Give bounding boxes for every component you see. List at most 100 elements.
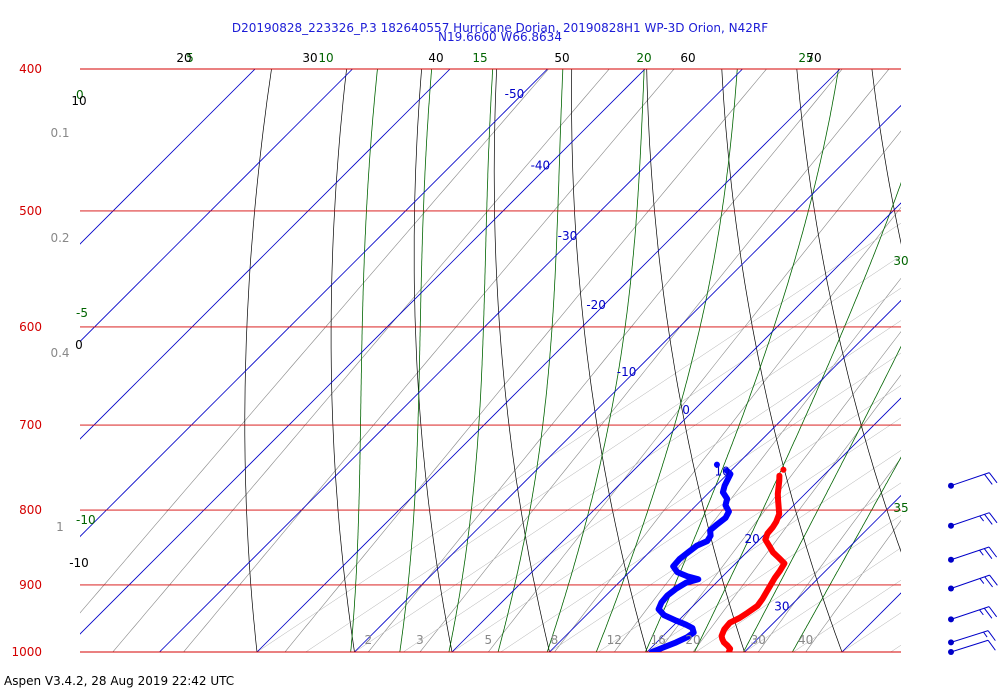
isotherm-label: -40 (531, 159, 551, 173)
isotherm (80, 69, 256, 245)
wind-barb-flag (988, 546, 998, 558)
isotherm (80, 69, 451, 440)
wind-barb-staff (950, 546, 990, 561)
isobar-label: 900 (19, 578, 42, 592)
grid-line (598, 450, 901, 652)
isobar-label: 700 (19, 418, 42, 432)
isobar-label: 1000 (11, 645, 42, 659)
profiles (648, 461, 788, 652)
grid-line (354, 287, 901, 652)
moist-adiabat (399, 69, 433, 652)
grid-line (940, 69, 1000, 652)
dry-adiabat (413, 69, 453, 652)
grid-line (695, 515, 901, 652)
grid-line (890, 644, 901, 652)
isotherm-label: -20 (586, 298, 606, 312)
chart-labels: 4005006007008009001000-50-40-30-20-10010… (11, 51, 908, 659)
grid-line (646, 482, 901, 652)
mixing-ratio-line (657, 331, 901, 652)
chart-title: D20190828_223326_P.3 182640557 Hurricane… (231, 21, 769, 35)
mixing-ratio-label: 0.4 (50, 346, 69, 360)
mixing-ratio-label: 8 (551, 633, 559, 647)
mixing-ratio-label: 30 (751, 633, 766, 647)
wind-barb-flag (988, 512, 998, 524)
isobars (80, 68, 901, 653)
wind-barb-station (948, 585, 954, 592)
wind-barb-station (948, 639, 954, 646)
wind-barb-flag (987, 630, 996, 641)
mixing-ratio-line (805, 519, 901, 652)
isobar-label: 600 (19, 320, 42, 334)
mixing-ratio-label: 5 (484, 633, 492, 647)
grid-line (403, 320, 901, 652)
footer-version: Aspen V3.4.2, 28 Aug 2019 22:42 UTC (4, 674, 235, 688)
isotherm (256, 69, 841, 652)
mixing-ratio-line (112, 69, 610, 652)
wind-barb-staff (950, 630, 989, 643)
dry-adiabat-label: 40 (428, 51, 443, 65)
dry-adiabat (330, 69, 355, 652)
wind-barb-flag (989, 574, 998, 586)
isobar-label: 800 (19, 503, 42, 517)
wind-barbs (948, 472, 998, 655)
wind-barb-staff (950, 639, 989, 653)
moist-adiabat-label: -10 (76, 513, 96, 527)
isotherm-label: -50 (505, 87, 525, 101)
wind-barb-flag (984, 473, 993, 485)
moist-adiabat-label: 15 (472, 51, 487, 65)
isotherm (548, 299, 901, 652)
grid-line (451, 352, 901, 652)
mixing-ratio-lines (80, 69, 1000, 652)
grid-line (988, 69, 1000, 652)
dry-adiabat (796, 69, 901, 553)
dry-adiabat-label: 60 (680, 51, 695, 65)
isotherm-label: 20 (745, 532, 760, 546)
wind-barb-station (948, 482, 954, 489)
mixing-ratio-label: 40 (798, 633, 813, 647)
grid-line (841, 612, 901, 652)
wind-barb-station (948, 556, 954, 563)
mixing-ratio-label: 0.1 (50, 126, 69, 140)
moist-adiabat (694, 181, 901, 652)
moist-adiabat (791, 456, 901, 652)
dry-adiabat (493, 69, 550, 652)
isotherm (646, 397, 901, 652)
dewpoint-point (713, 461, 720, 468)
mixing-ratio-label: 0.2 (50, 231, 69, 245)
mixing-ratio-label: 3 (416, 633, 424, 647)
dry-adiabat-label: 70 (806, 51, 821, 65)
mixing-ratio-line (487, 130, 901, 652)
temperature-profile (718, 472, 788, 652)
dry-adiabat-label: 10 (71, 94, 86, 108)
wind-barb-staff (950, 574, 990, 589)
wind-barb-half-flag (979, 609, 984, 616)
mixing-ratio-label: 12 (607, 633, 622, 647)
wind-barb-station (948, 616, 954, 623)
dry-adiabat-label: 30 (302, 51, 317, 65)
wind-barb-flag (988, 606, 998, 618)
isotherm-label: -30 (558, 229, 578, 243)
chart-subtitle: N19.6600 W66.8634 (438, 30, 562, 44)
wind-barb-staff (950, 606, 990, 620)
dry-adiabat-label: 20 (176, 51, 191, 65)
isotherm (451, 202, 901, 652)
moist-adiabat (448, 69, 494, 652)
temperature-point (780, 466, 787, 473)
isotherm (841, 592, 901, 652)
moist-adiabat-label: 30 (893, 254, 908, 268)
grid-line (744, 547, 901, 652)
moist-adiabat-label: 10 (318, 51, 333, 65)
dry-adiabat-label: 0 (75, 338, 83, 352)
dry-adiabat (571, 69, 648, 652)
moist-adiabat-label: 25 (798, 51, 813, 65)
mixing-ratio-line (80, 69, 549, 614)
grid-line (793, 579, 901, 652)
wind-barb-station (948, 649, 954, 655)
wind-barb-half-flag (979, 515, 984, 522)
moist-adiabat (595, 69, 738, 652)
dry-adiabat-label: -10 (69, 556, 89, 570)
grid-line (549, 417, 901, 652)
isotherm-label: 30 (774, 600, 789, 614)
moist-adiabat-label: -5 (76, 306, 88, 320)
dry-adiabat (945, 53, 1000, 658)
